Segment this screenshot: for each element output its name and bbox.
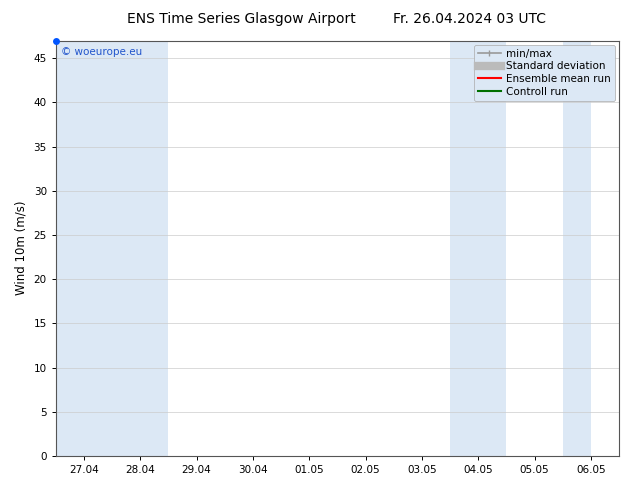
Bar: [56, 41, 169, 456]
Text: Fr. 26.04.2024 03 UTC: Fr. 26.04.2024 03 UTC: [392, 12, 546, 26]
Bar: [563, 41, 591, 456]
Y-axis label: Wind 10m (m/s): Wind 10m (m/s): [15, 201, 28, 295]
Bar: [450, 41, 507, 456]
Text: ENS Time Series Glasgow Airport: ENS Time Series Glasgow Airport: [127, 12, 355, 26]
Legend: min/max, Standard deviation, Ensemble mean run, Controll run: min/max, Standard deviation, Ensemble me…: [474, 45, 615, 101]
Text: © woeurope.eu: © woeurope.eu: [61, 47, 143, 57]
